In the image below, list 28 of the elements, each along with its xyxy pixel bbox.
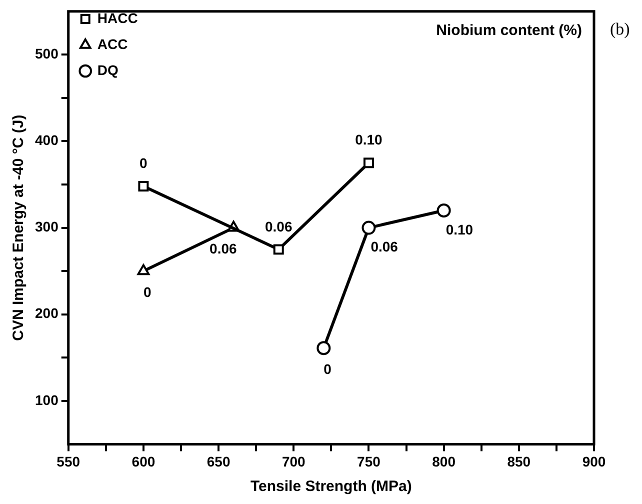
legend-label: DQ — [97, 62, 118, 78]
x-tick-label: 800 — [432, 453, 456, 470]
x-tick-label: 600 — [132, 453, 156, 470]
y-tick-label: 400 — [35, 132, 59, 148]
y-tick-label: 200 — [35, 305, 59, 322]
y-tick-label: 100 — [35, 392, 59, 408]
x-tick-label: 850 — [507, 453, 531, 470]
annotation: 0.06 — [264, 218, 292, 234]
legend-label: HACC — [97, 10, 138, 26]
x-tick-label: 550 — [56, 453, 80, 470]
x-axis-title: Tensile Strength (MPa) — [250, 478, 412, 496]
annotation: 0 — [140, 155, 148, 172]
x-tick-label: 700 — [282, 453, 306, 470]
y-axis-title: CVN Impact Energy at -40 °C (J) — [10, 114, 28, 341]
annotation: 0.06 — [370, 238, 398, 255]
x-tick-label: 900 — [582, 453, 606, 470]
x-tick-label: 650 — [206, 453, 230, 470]
annotation: Niobium content (%) — [436, 22, 582, 40]
annotation: 0 — [143, 284, 152, 300]
annotation: 0.06 — [210, 240, 238, 257]
y-tick-label: 500 — [35, 46, 59, 62]
annotation: 0.10 — [446, 221, 474, 238]
text: (b) — [610, 19, 630, 38]
x-tick-label: 750 — [357, 453, 381, 470]
legend-label: ACC — [97, 36, 128, 52]
annotation: 0 — [324, 360, 332, 377]
annotation: 0.10 — [355, 132, 383, 148]
y-tick-label: 300 — [35, 218, 59, 235]
